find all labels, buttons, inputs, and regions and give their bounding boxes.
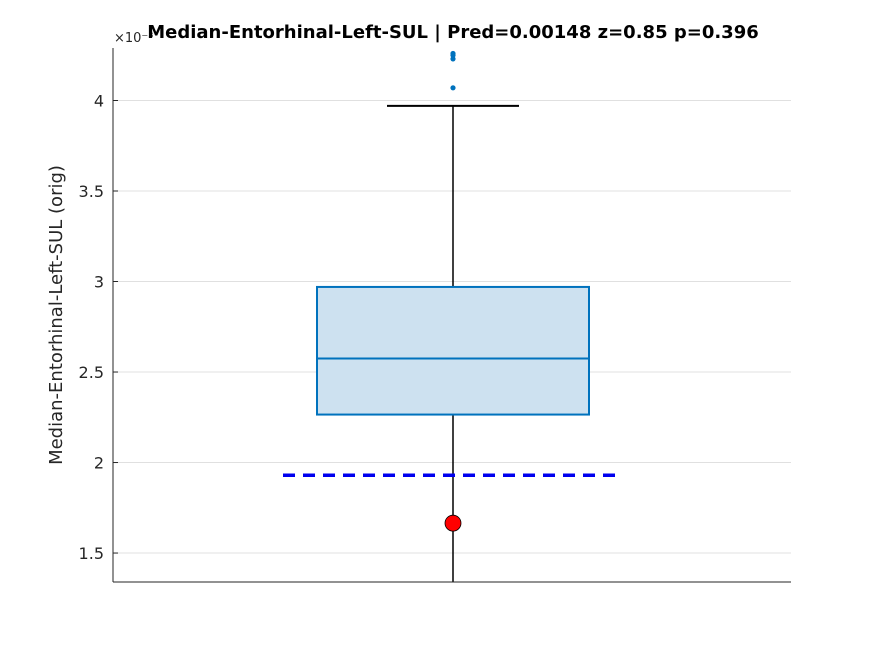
y-tick-label-3: 3 xyxy=(94,273,104,292)
outlier-point-3 xyxy=(450,50,456,57)
y-ticks: 1.5 2 2.5 3 3.5 4 xyxy=(79,91,118,563)
y-tick-label-1: 2 xyxy=(94,454,104,473)
y-tick-label-5: 4 xyxy=(94,91,104,110)
axes xyxy=(112,48,791,583)
y-axis-label: Median-Entorhinal-Left-SUL (orig) xyxy=(46,165,67,465)
chart-title: Median-Entorhinal-Left-SUL | Pred=0.0014… xyxy=(147,22,759,43)
iqr-box xyxy=(316,285,590,416)
y-tick-label-4: 3.5 xyxy=(79,182,104,201)
outlier-point-0 xyxy=(450,85,456,91)
predicted-point xyxy=(444,514,462,532)
y-tick-label-2: 2.5 xyxy=(79,363,104,382)
y-exponent-label: ×10⁻³ xyxy=(114,31,154,46)
outlier-point-1 xyxy=(450,56,456,62)
y-tick-label-0: 1.5 xyxy=(79,544,104,563)
box-plot xyxy=(283,50,623,582)
